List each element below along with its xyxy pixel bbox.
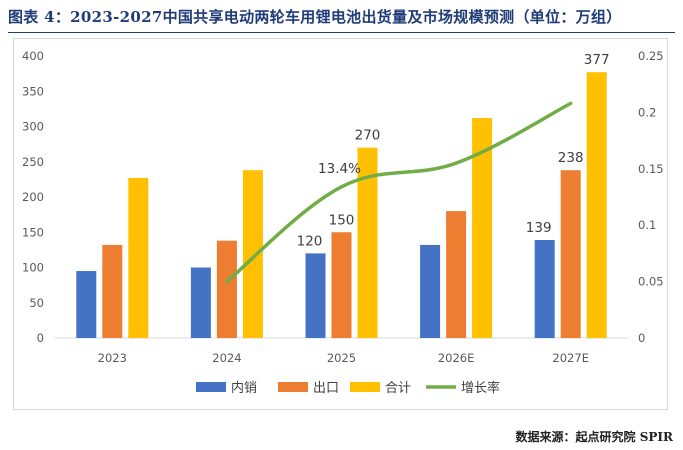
- data-source: 数据来源：起点研究院 SPIR: [515, 430, 673, 444]
- bar-出口-2027E: [560, 170, 581, 338]
- x-tick-label: 2027E: [552, 351, 589, 365]
- legend-label: 合计: [385, 381, 411, 396]
- x-tick-label: 2026E: [438, 351, 475, 365]
- y-left-tick: 0: [37, 331, 44, 345]
- data-label: 238: [558, 150, 584, 166]
- bar-出口-2023: [102, 244, 123, 338]
- legend: 内销 出口 合计 增长率: [196, 380, 500, 396]
- y-left-tick: 150: [22, 225, 44, 239]
- y-left-tick: 200: [22, 190, 44, 204]
- bar-series: [76, 72, 607, 338]
- legend-label: 内销: [231, 380, 257, 396]
- bar-出口-2025: [331, 232, 352, 338]
- data-label: 120: [297, 233, 323, 249]
- data-label: 377: [584, 52, 610, 68]
- x-axis-ticks: 2023 2024 2025 2026E 2027E: [98, 351, 589, 365]
- y-right-tick: 0.15: [638, 162, 664, 176]
- y-right-tick: 0: [638, 331, 645, 345]
- bar-合计-2024: [242, 170, 263, 338]
- bar-出口-2026E: [446, 211, 467, 338]
- y-right-tick: 0.25: [638, 49, 664, 63]
- bar-合计-2025: [357, 147, 378, 338]
- data-labels: 120 150 270 13.4% 139 238 377: [297, 52, 610, 249]
- y-left-tick: 100: [22, 261, 44, 275]
- y-right-tick: 0.2: [638, 105, 656, 119]
- bar-合计-2026E: [472, 118, 493, 338]
- y-left-tick: 300: [22, 120, 44, 134]
- bar-合计-2023: [128, 177, 149, 338]
- legend-label: 增长率: [461, 380, 500, 396]
- data-label: 13.4%: [318, 161, 361, 177]
- left-axis: 0 50 100 150 200 250 300 350 400: [22, 49, 44, 345]
- x-tick-label: 2023: [98, 351, 127, 365]
- bar-内销-2025: [305, 253, 326, 338]
- y-left-tick: 400: [22, 49, 44, 63]
- legend-label: 出口: [313, 381, 339, 396]
- y-left-tick: 350: [22, 84, 44, 98]
- legend-swatch-出口: [278, 382, 308, 392]
- x-tick-label: 2025: [327, 351, 356, 365]
- legend-swatch-合计: [350, 382, 380, 392]
- bar-出口-2024: [216, 240, 237, 338]
- bar-内销-2026E: [420, 244, 441, 338]
- x-tick-label: 2024: [212, 351, 241, 365]
- data-label: 270: [355, 128, 381, 144]
- chart-title: 图表 4：2023-2027中国共享电动两轮车用锂电池出货量及市场规模预测（单位…: [8, 8, 622, 26]
- y-right-tick: 0.1: [638, 218, 656, 232]
- data-label: 150: [329, 212, 355, 228]
- legend-swatch-内销: [196, 382, 226, 392]
- bar-内销-2023: [76, 271, 97, 338]
- bar-合计-2027E: [586, 72, 607, 338]
- y-left-tick: 50: [29, 296, 44, 310]
- growth-line-path: [225, 101, 573, 284]
- growth-line: [225, 101, 573, 284]
- y-left-tick: 250: [22, 155, 44, 169]
- bar-内销-2024: [190, 267, 211, 338]
- bar-内销-2027E: [534, 240, 555, 338]
- chart-frame: [13, 38, 668, 410]
- right-axis: 0 0.05 0.1 0.15 0.2 0.25: [638, 49, 664, 345]
- data-label: 139: [526, 220, 552, 236]
- title-divider: [8, 32, 675, 33]
- y-right-tick: 0.05: [638, 275, 664, 289]
